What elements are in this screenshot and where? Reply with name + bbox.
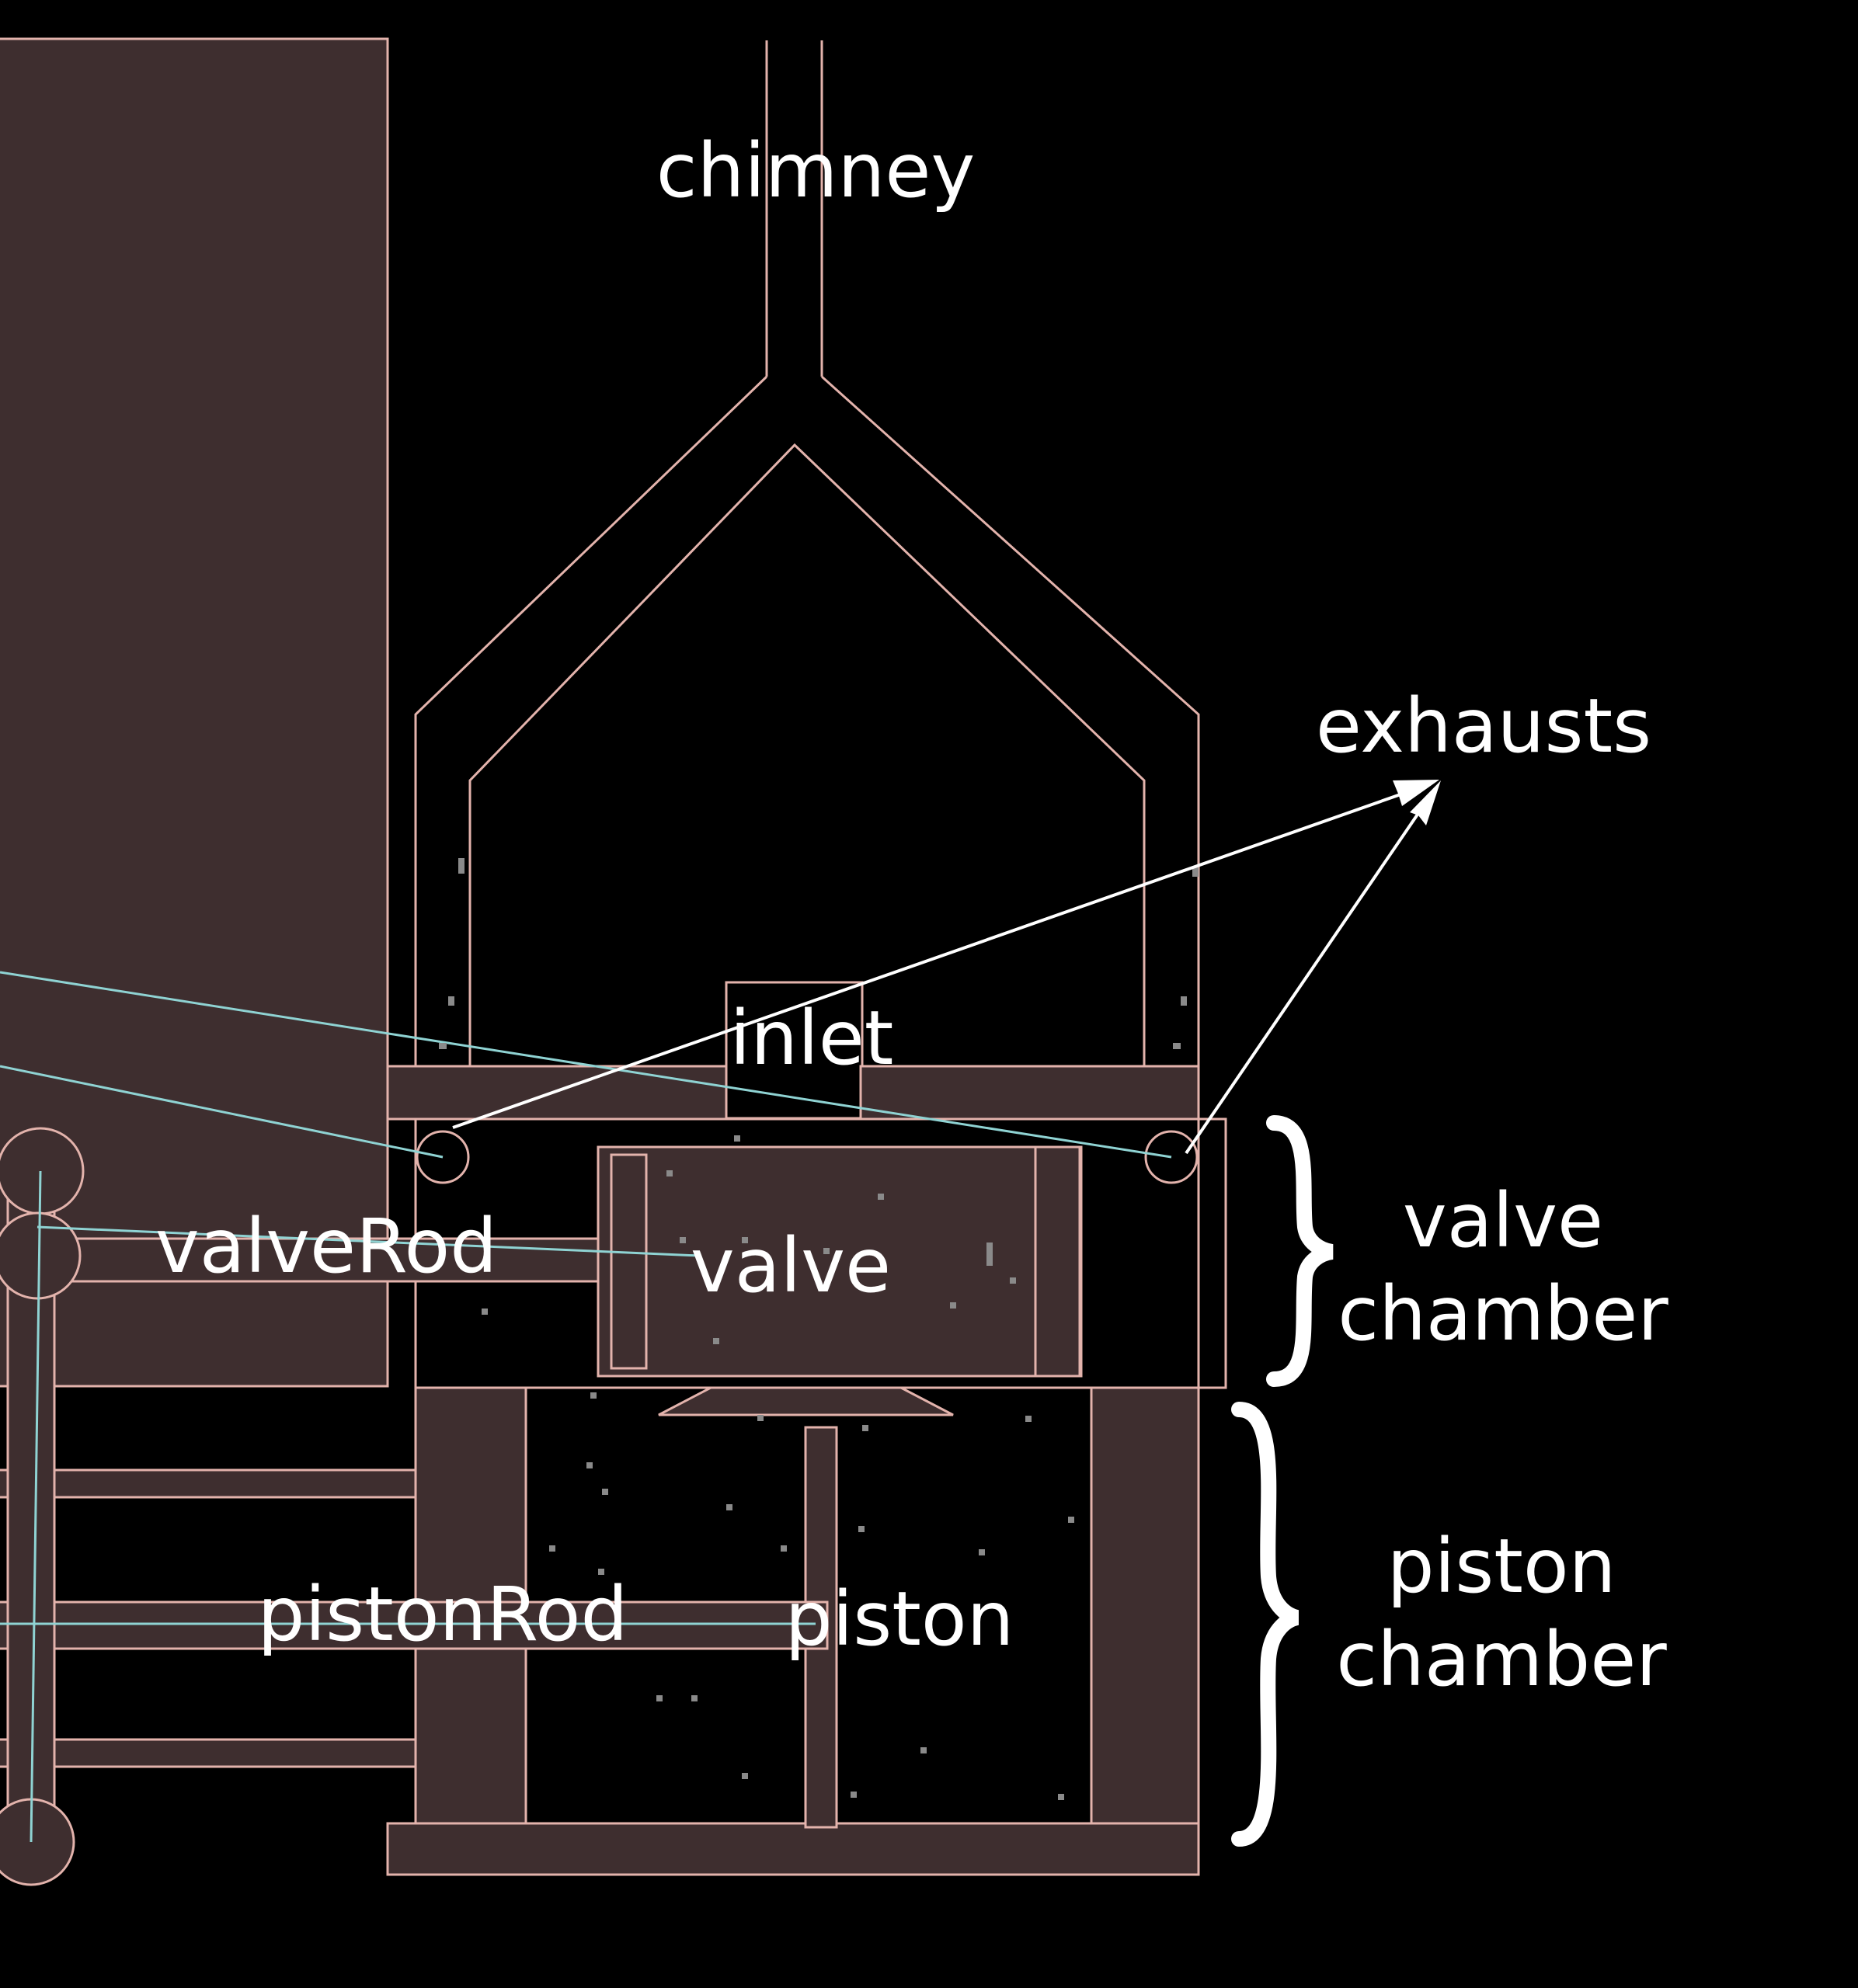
piston-chamber-brace [1231, 1402, 1300, 1847]
valve-chamber-top-right [859, 1065, 1200, 1121]
piston-rod-label: pistonRod [258, 1571, 628, 1658]
exhaust-duct-outer-wall-right [820, 375, 1200, 1118]
valve-chamber-label-line1: valve [1403, 1177, 1603, 1264]
linkage-joint-top [0, 1127, 85, 1215]
linkage-bar-lower [0, 1738, 417, 1768]
exhaust-port-right [1144, 1130, 1199, 1184]
exhaust-port-left [416, 1130, 470, 1184]
particle-specks [439, 858, 1199, 1800]
valve-chamber-label-line2: chamber [1338, 1270, 1668, 1357]
piston-chamber-wall-right [1090, 1386, 1200, 1826]
exhausts-label: exhausts [1316, 683, 1651, 770]
valve [597, 1145, 1083, 1378]
valve-chamber-brace [1266, 1115, 1334, 1387]
valve-rod-label: valveRod [155, 1203, 497, 1290]
piston-chamber-label-line1: piston [1387, 1523, 1616, 1610]
piston-chamber-base [386, 1822, 1200, 1876]
piston-label: piston [785, 1576, 1014, 1663]
rod-centerlines [0, 971, 1172, 1843]
piston-head [658, 1386, 954, 1416]
exhaust-duct-inner-wall [468, 443, 1146, 1118]
valve-label: valve [691, 1222, 891, 1309]
piston-chamber-label-line2: chamber [1336, 1616, 1667, 1703]
inlet-label: inlet [730, 995, 894, 1082]
linkage-joint-bottom [0, 1798, 75, 1886]
chimney-pipe [765, 40, 823, 377]
piston-rod [0, 1600, 829, 1650]
exhaust-arrows [452, 780, 1441, 1155]
exhaust-duct-outer-wall [414, 375, 768, 1118]
linkage-bar-upper [0, 1468, 417, 1499]
chimney-label: chimney [656, 127, 976, 214]
